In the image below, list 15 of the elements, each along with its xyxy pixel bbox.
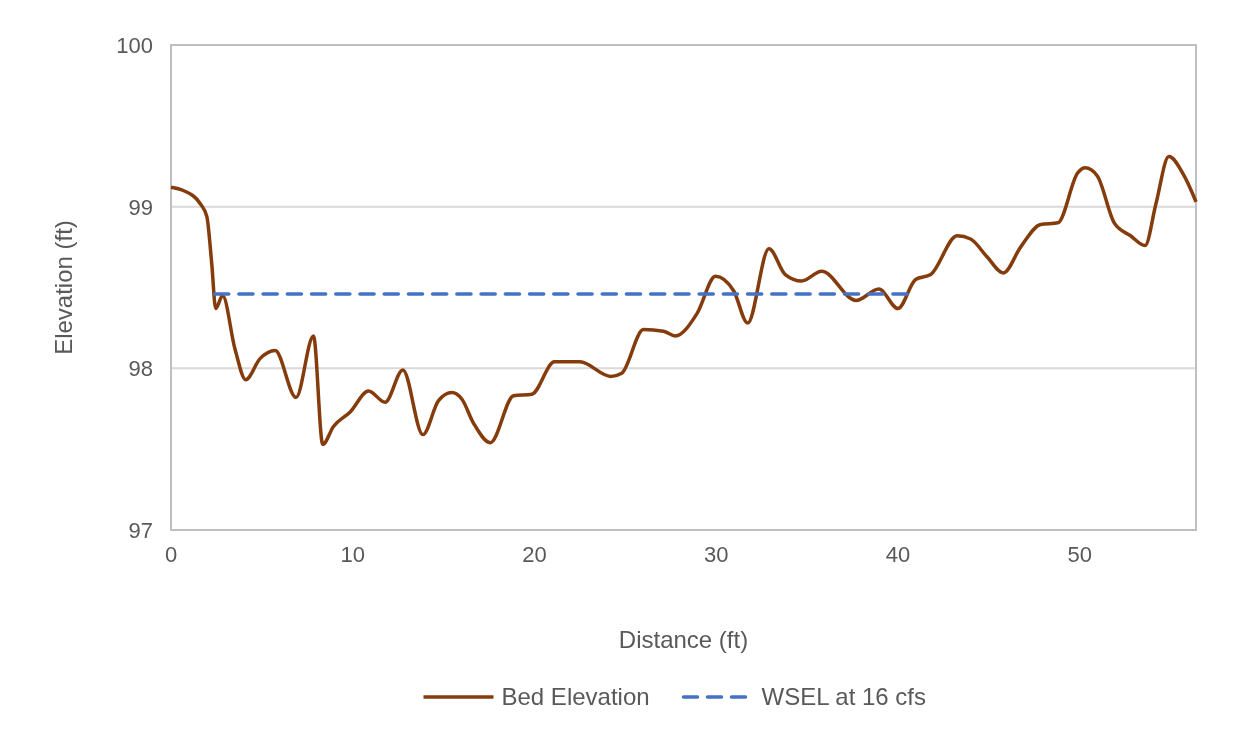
line-series <box>169 154 1198 447</box>
x-tick-label: 10 <box>340 542 365 567</box>
x-tick-label: 40 <box>885 542 911 567</box>
legend-label: Bed Elevation <box>501 683 650 710</box>
x-tick-label: 20 <box>522 542 547 567</box>
x-tick-label: 50 <box>1067 542 1092 567</box>
y-tick-label: 99 <box>128 194 153 220</box>
y-axis-title: Elevation (ft) <box>50 220 77 355</box>
x-axis-title: Distance (ft) <box>618 626 749 653</box>
legend-label: WSEL at 16 cfs <box>761 683 927 710</box>
y-tick-label: 100 <box>116 33 153 58</box>
x-tick-label: 0 <box>164 542 178 567</box>
x-tick-label: 30 <box>703 542 729 567</box>
y-tick-label: 97 <box>128 518 153 543</box>
y-tick-label: 98 <box>128 356 153 382</box>
